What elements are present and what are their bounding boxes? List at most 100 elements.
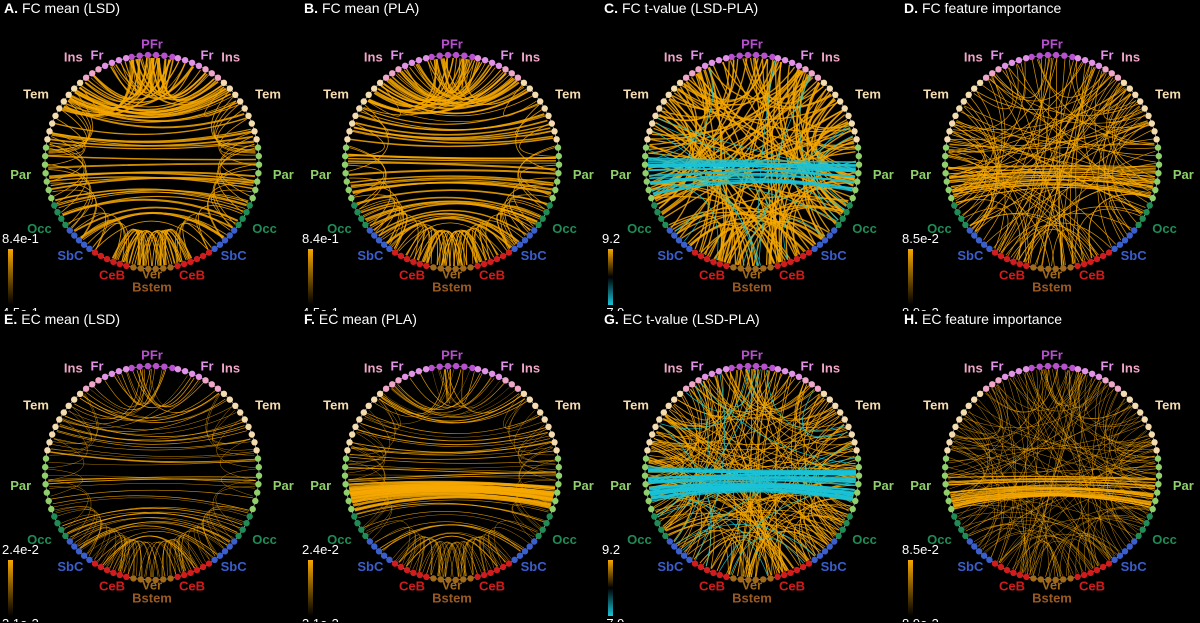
node-ceb	[799, 563, 807, 571]
region-label-occ: Occ	[552, 221, 577, 236]
node-ceb	[781, 571, 788, 579]
node-sbc	[826, 543, 833, 550]
positive-edge	[51, 136, 87, 204]
node-ceb	[423, 573, 430, 581]
positive-edge	[50, 451, 256, 463]
region-label-par: Par	[310, 167, 331, 182]
node-ins	[995, 66, 1002, 73]
positive-edge	[949, 486, 1154, 498]
positive-edge	[354, 496, 551, 512]
node-ring	[941, 51, 1163, 273]
node-tem	[60, 409, 67, 416]
positive-edge	[506, 201, 544, 237]
node-ceb	[1003, 566, 1011, 574]
positive-edge	[768, 206, 843, 265]
node-tem	[837, 98, 844, 105]
positive-edge	[652, 415, 690, 447]
node-tem	[551, 439, 558, 446]
positive-edge	[420, 373, 492, 408]
region-label-par: Par	[10, 478, 31, 493]
region-label-bstem: Bstem	[132, 590, 172, 605]
positive-edge	[1028, 507, 1150, 575]
positive-edge	[681, 66, 796, 106]
node-par	[254, 144, 262, 151]
positive-edge	[975, 76, 1112, 110]
node-sbc	[86, 245, 93, 252]
node-par	[642, 144, 650, 151]
positive-edge	[136, 369, 195, 407]
node-tem	[1148, 120, 1155, 127]
node-sbc	[686, 245, 693, 252]
node-sbc	[216, 552, 224, 559]
node-pfr	[752, 362, 760, 370]
node-ins	[808, 70, 815, 77]
positive-edge	[51, 489, 254, 500]
node-tem	[851, 128, 858, 135]
positive-edge	[995, 58, 1047, 99]
positive-edge	[207, 182, 254, 239]
positive-edge	[173, 539, 192, 574]
positive-edge	[953, 504, 1110, 560]
node-par	[255, 472, 263, 479]
panel-title: B. FC mean (PLA)	[304, 0, 419, 16]
positive-edge	[947, 370, 1069, 475]
positive-edge	[415, 58, 464, 95]
node-tem	[545, 112, 552, 120]
positive-edge	[952, 418, 989, 447]
positive-edge	[991, 77, 1075, 264]
node-fr	[422, 366, 430, 373]
positive-edge	[93, 369, 166, 411]
positive-edge	[395, 385, 520, 417]
node-ceb	[710, 258, 717, 265]
positive-edge	[653, 86, 697, 197]
region-label-pfr: PFr	[741, 36, 763, 51]
node-sbc	[986, 556, 993, 563]
node-pfr	[1061, 52, 1068, 59]
node-ceb	[1003, 255, 1011, 263]
node-fr	[1081, 368, 1089, 375]
node-par	[48, 194, 55, 202]
node-ins	[395, 377, 402, 384]
panel-title-text: EC feature importance	[922, 311, 1063, 327]
positive-edge	[951, 179, 1154, 191]
panel-title: G. EC t-value (LSD-PLA)	[604, 311, 760, 327]
node-tem	[1132, 91, 1139, 99]
node-par	[1154, 455, 1162, 462]
node-fr	[408, 370, 416, 377]
positive-edge	[956, 120, 1144, 213]
node-tem	[551, 128, 558, 135]
positive-edge	[52, 495, 250, 511]
node-ins	[214, 385, 222, 392]
node-par	[42, 152, 49, 160]
node-tem	[46, 439, 53, 446]
positive-edge	[1056, 369, 1133, 539]
node-pfr	[1036, 363, 1043, 370]
node-par	[554, 144, 562, 151]
node-tem	[237, 98, 244, 105]
region-label-ver: Ver	[442, 266, 462, 281]
positive-edge	[775, 60, 839, 221]
positive-edge	[991, 388, 1156, 488]
region-label-fr: Fr	[691, 359, 704, 374]
positive-edge	[968, 524, 1064, 577]
node-ceb	[199, 252, 207, 260]
positive-edge	[952, 131, 987, 202]
node-ins	[514, 74, 522, 81]
region-label-sbc: SbC	[221, 559, 248, 574]
node-tem	[1145, 423, 1152, 430]
positive-edge	[1038, 369, 1133, 420]
positive-edge	[383, 377, 493, 415]
positive-edge	[213, 168, 256, 225]
node-pfr	[152, 362, 160, 370]
node-fr	[701, 373, 709, 380]
region-label-ins: Ins	[964, 50, 983, 65]
node-par	[555, 481, 562, 488]
node-tem	[845, 423, 852, 430]
positive-edge	[948, 389, 1114, 477]
region-label-sbc: SbC	[1121, 559, 1148, 574]
positive-edge	[956, 121, 1155, 146]
node-ver	[767, 264, 774, 271]
node-ins	[89, 70, 96, 77]
positive-edge	[802, 520, 828, 546]
positive-edge	[951, 444, 1061, 577]
